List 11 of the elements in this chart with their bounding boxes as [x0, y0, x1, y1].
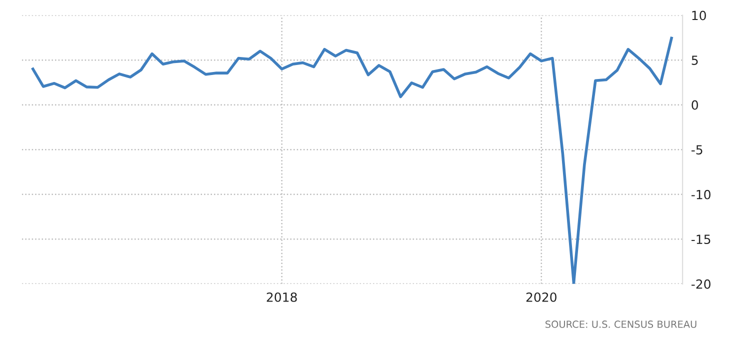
y-tick-label: -10 — [691, 190, 710, 200]
y-tick-label: -20 — [691, 279, 710, 289]
line-series — [32, 36, 673, 284]
x-tick-label: 2020 — [526, 292, 556, 302]
y-tick-label: -15 — [691, 234, 710, 244]
source-note: SOURCE: U.S. CENSUS BUREAU — [546, 320, 696, 328]
y-tick-label: 5 — [692, 56, 698, 65]
y-tick-label: -5 — [691, 145, 702, 155]
y-tick-label: 0 — [692, 100, 698, 110]
y-tick-label: 10 — [692, 10, 706, 20]
x-tick-label: 2018 — [266, 292, 297, 302]
